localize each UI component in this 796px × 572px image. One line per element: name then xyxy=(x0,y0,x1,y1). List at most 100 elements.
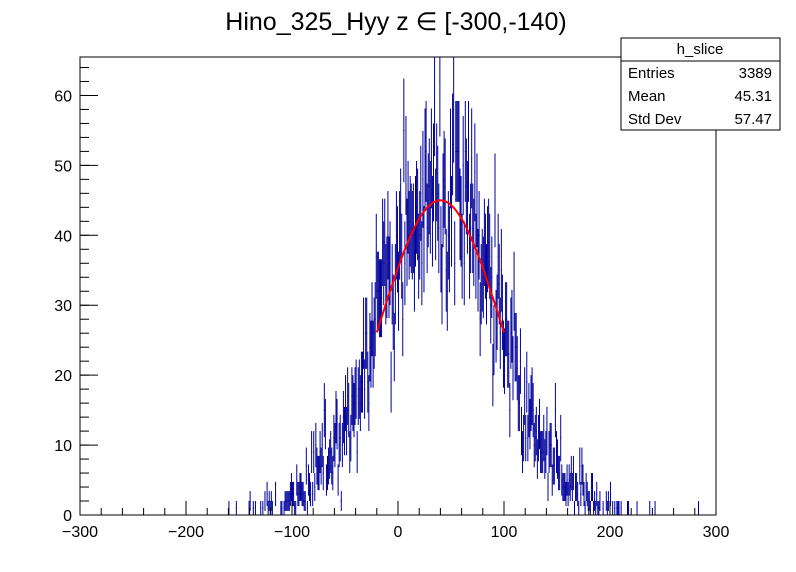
histogram-bin xyxy=(374,282,376,357)
histogram-bin xyxy=(319,431,321,474)
histogram-bin xyxy=(316,447,318,485)
histogram-bin xyxy=(304,491,306,511)
histogram-bin xyxy=(260,501,262,515)
histogram-bin xyxy=(510,297,512,369)
histogram-bin xyxy=(565,481,567,507)
histogram-bin xyxy=(323,383,325,438)
histogram-bin xyxy=(455,100,457,202)
histogram-bin xyxy=(372,320,374,388)
histogram-bin xyxy=(249,491,251,511)
histogram-bin xyxy=(581,447,583,485)
histogram-bin xyxy=(509,383,511,438)
histogram-bin xyxy=(598,501,600,515)
histogram-bin xyxy=(562,473,564,502)
histogram-bin xyxy=(504,328,506,394)
histogram-bin xyxy=(516,336,518,401)
histogram-bin xyxy=(326,455,329,491)
histogram-bin xyxy=(375,213,377,299)
histogram-bin xyxy=(620,501,622,515)
histogram-bin xyxy=(402,282,404,357)
histogram-bin xyxy=(572,455,574,491)
histogram-bin xyxy=(306,501,308,515)
histogram-bin xyxy=(479,282,481,357)
histogram-bin xyxy=(288,491,290,511)
histogram-bin xyxy=(361,351,364,413)
histogram-bin xyxy=(552,447,554,485)
histogram-bin xyxy=(340,491,342,511)
histogram-bin xyxy=(405,115,407,215)
histogram-bin xyxy=(371,282,373,357)
histogram-bin xyxy=(537,414,539,462)
histogram-bin xyxy=(538,398,541,450)
histogram-bin xyxy=(280,501,282,515)
histogram-bin xyxy=(360,351,362,413)
histogram-bin xyxy=(583,481,585,507)
histogram-bin xyxy=(336,398,338,450)
histogram-bin xyxy=(507,320,509,388)
histogram-bin xyxy=(365,297,367,369)
histogram-bin xyxy=(528,383,530,438)
histogram-bin xyxy=(494,153,496,248)
histogram-bin xyxy=(515,312,517,382)
histogram-bin xyxy=(484,213,486,299)
histogram-bin xyxy=(348,383,350,438)
histogram-bin xyxy=(301,481,303,507)
histogram-bin xyxy=(567,481,569,507)
histogram-bin xyxy=(390,351,392,413)
stats-mean-value: 45.31 xyxy=(734,88,772,105)
histogram-bin xyxy=(289,481,291,507)
histogram-bin xyxy=(595,501,597,515)
histogram-bin xyxy=(342,390,344,444)
histogram-bin xyxy=(654,501,656,515)
histogram-bin xyxy=(437,145,439,241)
histogram-bin xyxy=(426,183,428,274)
histogram-bin xyxy=(303,491,305,511)
histogram-bin xyxy=(497,213,499,299)
histogram-bin xyxy=(312,481,314,507)
histogram-bin xyxy=(383,221,385,306)
histogram-bin xyxy=(461,213,463,299)
histogram-bin xyxy=(305,447,307,485)
histogram-bin xyxy=(290,473,292,502)
histogram-bin xyxy=(580,481,582,507)
histogram-bin xyxy=(478,191,480,280)
histogram-bin xyxy=(252,501,254,515)
histogram-bin xyxy=(296,464,298,496)
histogram-bin xyxy=(419,191,421,280)
histogram-bin xyxy=(573,501,576,515)
histogram-bin xyxy=(530,375,532,432)
histogram-bin xyxy=(599,491,601,511)
histogram-bin xyxy=(697,501,700,515)
histogram-bin xyxy=(284,491,286,511)
histogram-bin xyxy=(480,244,482,325)
histogram-bin xyxy=(612,501,614,515)
histogram-bin xyxy=(384,198,386,286)
histogram-bin xyxy=(542,431,544,474)
histogram-bin xyxy=(381,259,383,338)
histogram-bin xyxy=(359,375,361,432)
histogram-bin xyxy=(369,312,371,382)
histogram-bin xyxy=(341,422,343,468)
axes: −300 −200 −100 0 100 200 300 0 10 20 30 40 50 60 xyxy=(54,57,729,541)
histogram-bin xyxy=(427,153,429,248)
histogram-bin xyxy=(576,473,578,502)
histogram-bin xyxy=(586,481,588,507)
histogram-bin xyxy=(351,367,353,425)
histogram-bin xyxy=(335,390,337,444)
histogram-bin xyxy=(560,414,562,462)
histogram-bin xyxy=(388,236,390,319)
stats-entries-label: Entries xyxy=(628,65,675,82)
histogram-bin xyxy=(525,414,527,462)
histogram-bin xyxy=(568,464,570,496)
histogram-bin xyxy=(511,289,513,363)
histogram-bin xyxy=(334,422,336,468)
histogram-bin xyxy=(324,398,326,450)
histogram-bin xyxy=(430,108,432,209)
histogram-bin xyxy=(287,491,289,511)
histogram-bin xyxy=(435,168,437,261)
histogram-bin xyxy=(322,455,324,491)
x-tick-label: −200 xyxy=(168,524,204,541)
histogram-bin xyxy=(403,78,405,183)
histogram-bin xyxy=(424,108,426,209)
stats-entries-value: 3389 xyxy=(739,65,772,82)
